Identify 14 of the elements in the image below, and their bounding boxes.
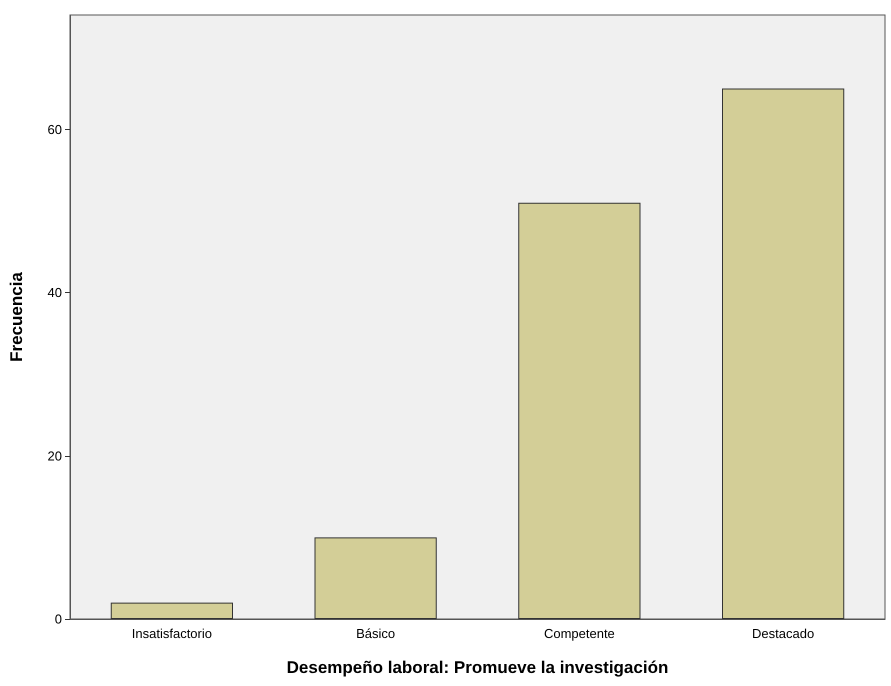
bar <box>518 202 640 619</box>
y-tick-label: 0 <box>54 612 62 626</box>
y-tick-label: 20 <box>48 448 62 464</box>
x-tick-label: Competente <box>544 626 615 641</box>
bar <box>722 88 844 619</box>
x-tick-label: Destacado <box>752 626 814 641</box>
bar <box>110 602 233 619</box>
x-tick-label: Básico <box>356 626 396 641</box>
y-axis-title: Frecuencia <box>7 272 26 362</box>
x-tick-label: Insatisfactorio <box>132 626 212 641</box>
x-axis-title: Desempeño laboral: Promueve la investigación <box>286 658 668 677</box>
bar <box>314 537 437 619</box>
y-tick-label: 40 <box>48 285 62 300</box>
y-tick-label: 60 <box>48 122 62 137</box>
